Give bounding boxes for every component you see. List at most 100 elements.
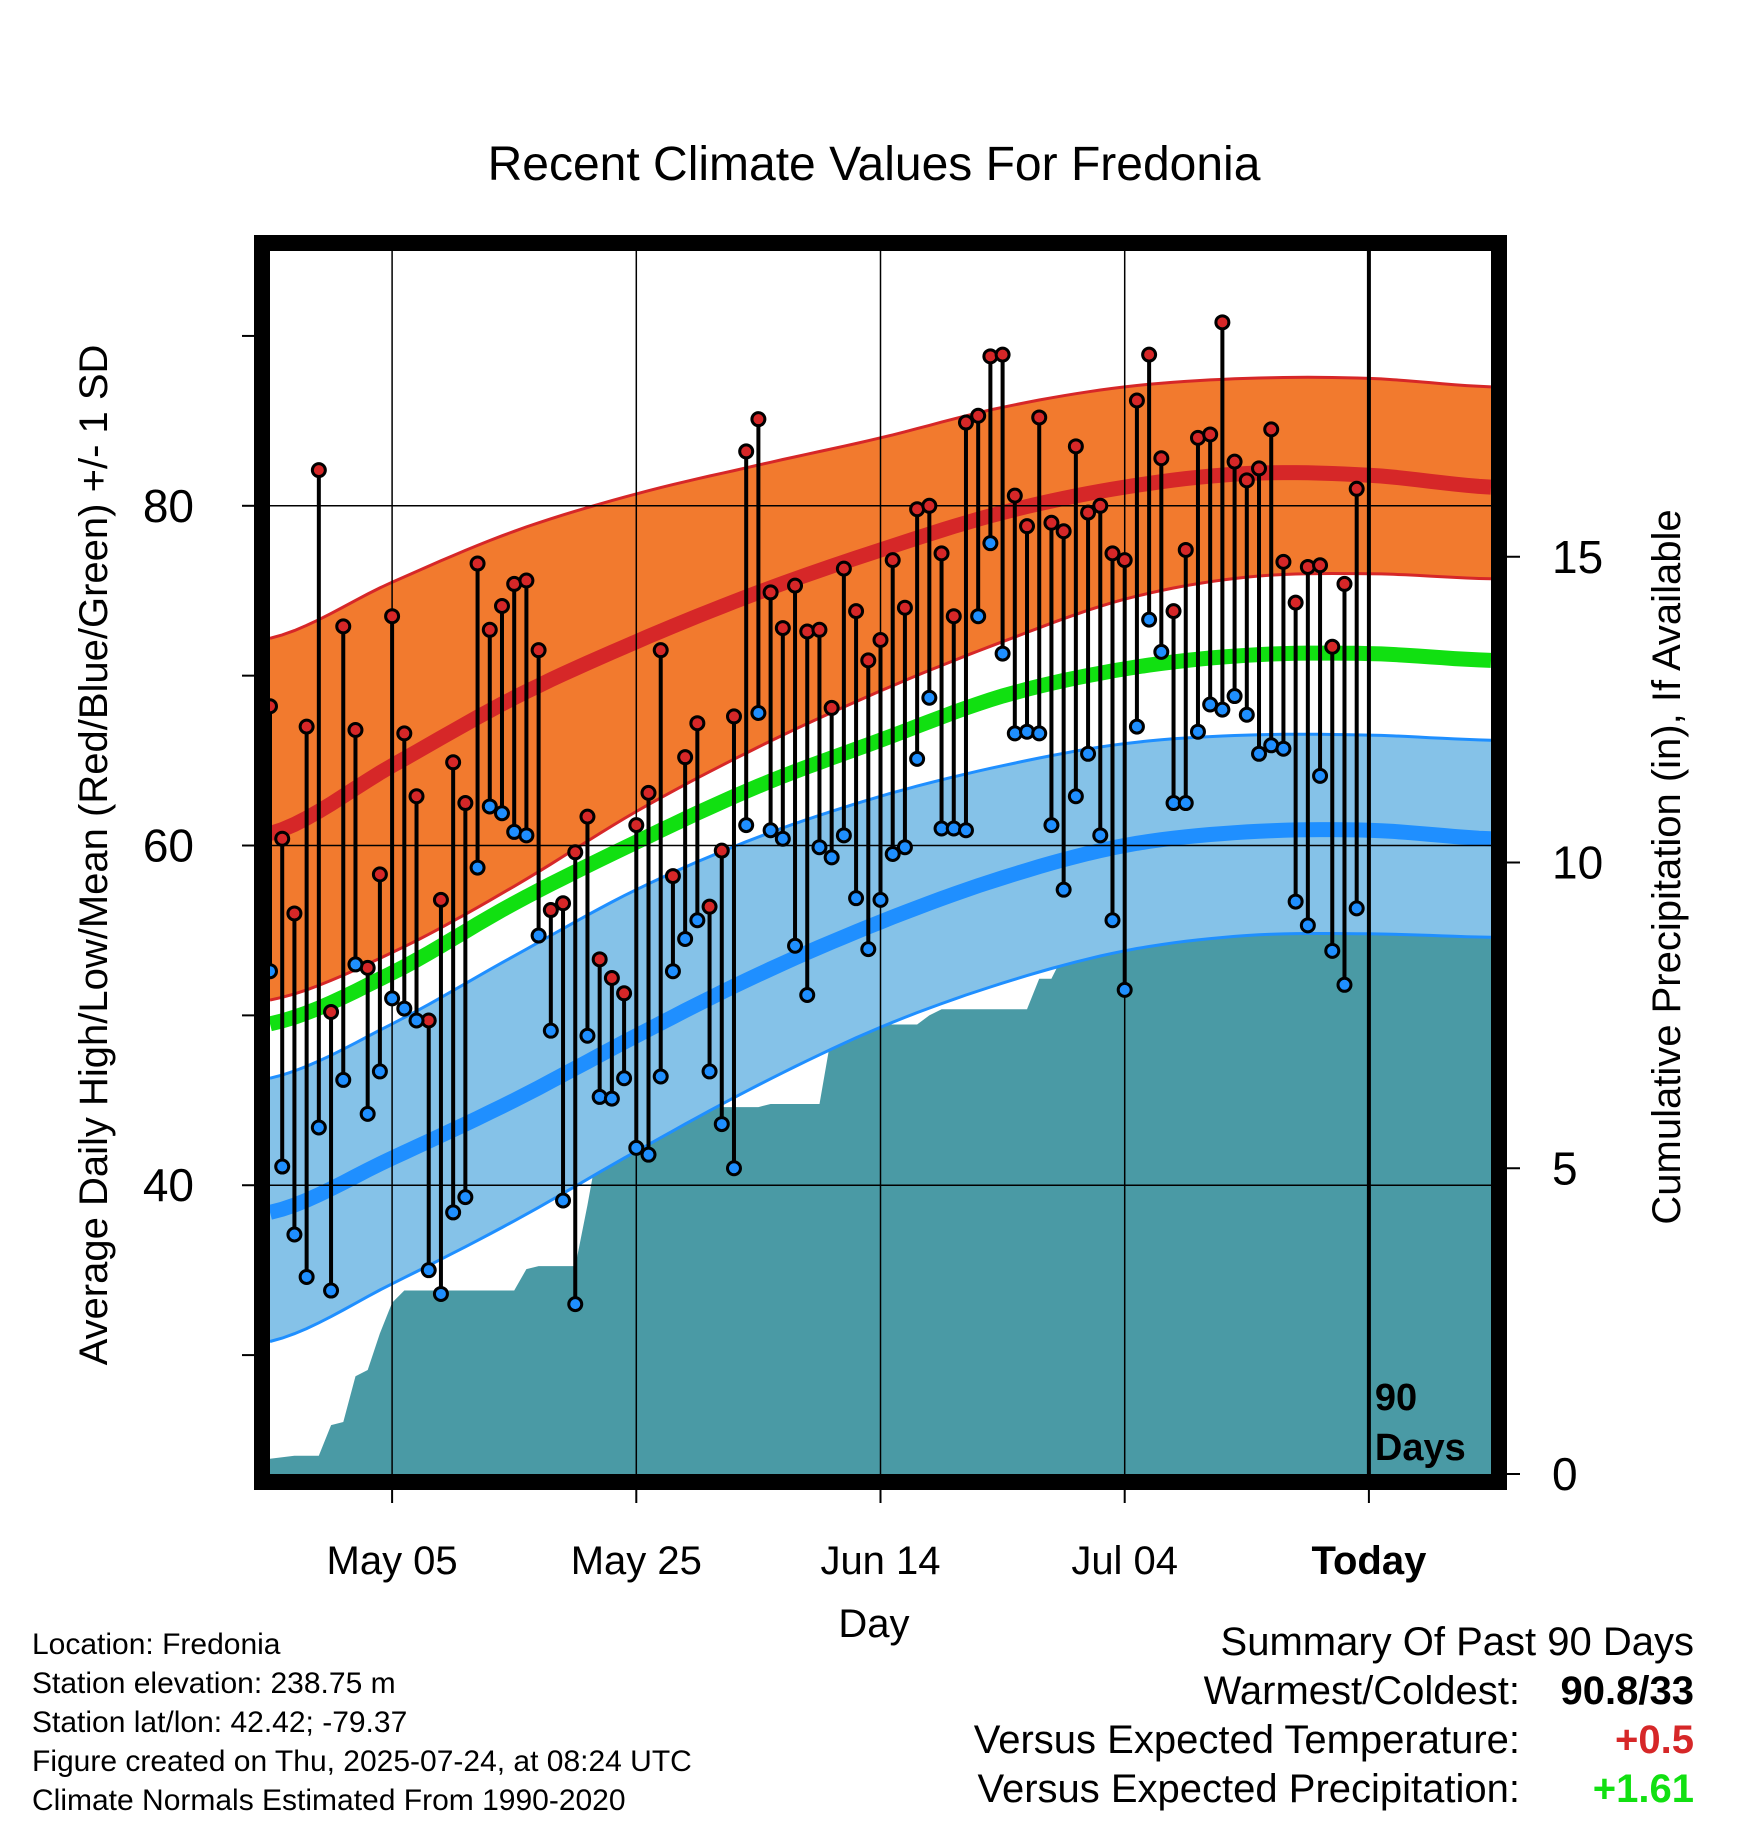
high-point xyxy=(1006,487,1023,504)
high-point xyxy=(298,718,315,735)
x-axis-label: Day xyxy=(838,1602,909,1646)
y2-axis-label: Cumulative Precipitation (in), If Availa… xyxy=(1645,509,1689,1224)
high-point xyxy=(1165,603,1182,620)
summary-title: Summary Of Past 90 Days xyxy=(1220,1620,1694,1664)
high-point xyxy=(481,621,498,638)
high-point xyxy=(1092,497,1109,514)
high-point xyxy=(1067,438,1084,455)
high-point xyxy=(1287,594,1304,611)
warmest-coldest-row: Warmest/Coldest: 90.8/33 xyxy=(974,1667,1694,1716)
low-point xyxy=(298,1268,315,1285)
high-point xyxy=(774,620,791,637)
high-point xyxy=(457,795,474,812)
x-tick-label: Jul 04 xyxy=(1071,1539,1178,1583)
high-point xyxy=(493,598,510,615)
high-point xyxy=(652,642,669,659)
low-point xyxy=(896,839,913,856)
high-point xyxy=(689,715,706,732)
x-tick-label: May 05 xyxy=(327,1539,458,1583)
low-point xyxy=(921,689,938,706)
high-point xyxy=(713,842,730,859)
high-point xyxy=(1043,514,1060,531)
low-point xyxy=(689,912,706,929)
low-point xyxy=(1153,643,1170,660)
low-point xyxy=(1238,706,1255,723)
low-point xyxy=(481,798,498,815)
temperature-anomaly-row: Versus Expected Temperature: +0.5 xyxy=(974,1716,1694,1765)
low-point xyxy=(835,827,852,844)
low-point xyxy=(530,927,547,944)
high-point xyxy=(445,754,462,771)
high-point xyxy=(628,817,645,834)
high-point xyxy=(1226,453,1243,470)
low-point xyxy=(677,930,694,947)
high-point xyxy=(921,497,938,514)
y2-tick-label: 15 xyxy=(1552,531,1603,583)
high-point xyxy=(848,603,865,620)
low-point xyxy=(1251,745,1268,762)
y2-tick-label: 10 xyxy=(1552,837,1603,889)
y2-tick-label: 0 xyxy=(1552,1448,1578,1500)
high-point xyxy=(1104,545,1121,562)
low-point xyxy=(518,827,535,844)
low-point xyxy=(1031,725,1048,742)
high-point xyxy=(957,414,974,431)
precipitation-anomaly-row: Versus Expected Precipitation: +1.61 xyxy=(974,1765,1694,1814)
high-point xyxy=(1348,480,1365,497)
high-point xyxy=(579,808,596,825)
x-tick-label: May 25 xyxy=(571,1539,702,1583)
low-point xyxy=(787,937,804,954)
high-point xyxy=(945,608,962,625)
low-point xyxy=(1324,942,1341,959)
low-point xyxy=(616,1070,633,1087)
low-point xyxy=(323,1282,340,1299)
high-point xyxy=(970,407,987,424)
high-point xyxy=(432,891,449,908)
high-point xyxy=(371,866,388,883)
low-point xyxy=(713,1116,730,1133)
high-point xyxy=(323,1003,340,1020)
low-point xyxy=(1226,688,1243,705)
low-point xyxy=(860,941,877,958)
low-point xyxy=(579,1027,596,1044)
chart-title: Recent Climate Values For Fredonia xyxy=(488,138,1261,191)
high-point xyxy=(1238,472,1255,489)
high-point xyxy=(750,411,767,428)
low-point xyxy=(1336,976,1353,993)
high-point xyxy=(1263,421,1280,438)
low-point xyxy=(823,849,840,866)
low-point xyxy=(1104,912,1121,929)
high-point xyxy=(274,830,291,847)
high-point xyxy=(567,844,584,861)
high-point xyxy=(347,722,364,739)
today-days-label: Days xyxy=(1375,1427,1466,1469)
low-point xyxy=(1141,611,1158,628)
low-point xyxy=(994,645,1011,662)
low-point xyxy=(957,822,974,839)
low-point xyxy=(542,1022,559,1039)
low-point xyxy=(664,963,681,980)
warmest-coldest-value: 90.8/33 xyxy=(1560,1669,1694,1713)
y-tick-label: 80 xyxy=(143,480,194,532)
low-point xyxy=(1348,900,1365,917)
low-point xyxy=(567,1296,584,1313)
low-point xyxy=(310,1119,327,1136)
high-point xyxy=(1153,450,1170,467)
location-text: Location: Fredonia xyxy=(32,1628,281,1661)
high-point xyxy=(762,584,779,601)
y-tick-label: 40 xyxy=(143,1159,194,1211)
low-point xyxy=(493,805,510,822)
high-point xyxy=(310,462,327,479)
low-point xyxy=(1055,881,1072,898)
high-point xyxy=(823,699,840,716)
low-point xyxy=(1275,740,1292,757)
low-point xyxy=(982,535,999,552)
low-point xyxy=(701,1063,718,1080)
high-point xyxy=(518,572,535,589)
high-point xyxy=(1202,426,1219,443)
low-point xyxy=(848,890,865,907)
high-point xyxy=(1177,541,1194,558)
high-point xyxy=(542,902,559,919)
low-point xyxy=(396,1000,413,1017)
